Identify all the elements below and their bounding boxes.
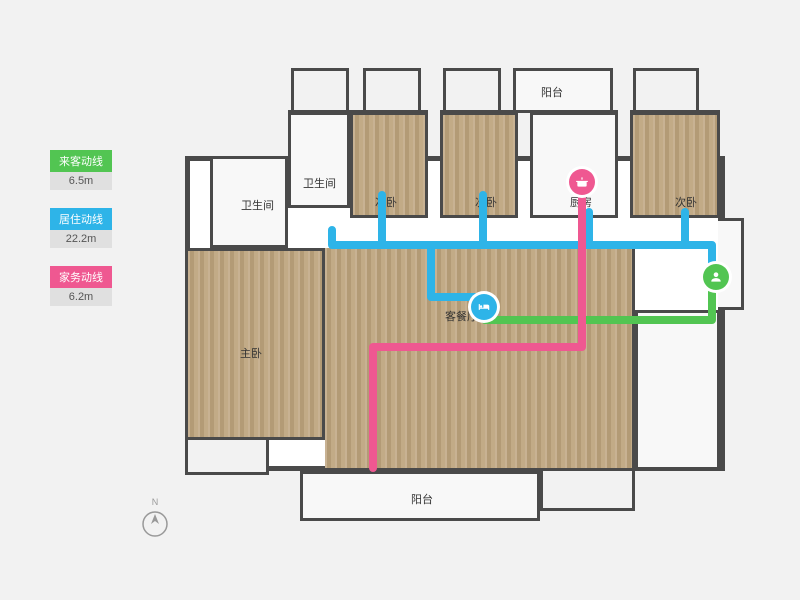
- legend-value: 22.2m: [50, 230, 112, 248]
- bed-icon: [477, 300, 491, 314]
- legend-item-chore: 家务动线 6.2m: [50, 266, 112, 306]
- legend-title: 来客动线: [50, 150, 112, 172]
- node-living-icon: [471, 294, 497, 320]
- node-chore-icon: [569, 169, 595, 195]
- compass-icon: [140, 509, 170, 539]
- legend-value: 6.5m: [50, 172, 112, 190]
- compass-n-label: N: [140, 497, 170, 507]
- legend-title: 家务动线: [50, 266, 112, 288]
- legend-title: 居住动线: [50, 208, 112, 230]
- compass: N: [140, 497, 170, 539]
- legend: 来客动线 6.5m 居住动线 22.2m 家务动线 6.2m: [50, 150, 112, 324]
- movement-lines: [185, 50, 745, 540]
- path-guest: [485, 278, 712, 320]
- node-guest-icon: [703, 264, 729, 290]
- pot-icon: [575, 175, 589, 189]
- floor-plan: 阳台 卫生间 卫生间 次卧 次卧 厨房 次卧 客餐厅 主卧 阳台: [185, 50, 745, 540]
- legend-item-guest: 来客动线 6.5m: [50, 150, 112, 190]
- legend-value: 6.2m: [50, 288, 112, 306]
- path-living: [332, 195, 712, 297]
- user-icon: [709, 270, 723, 284]
- path-chore: [373, 183, 582, 468]
- legend-item-living: 居住动线 22.2m: [50, 208, 112, 248]
